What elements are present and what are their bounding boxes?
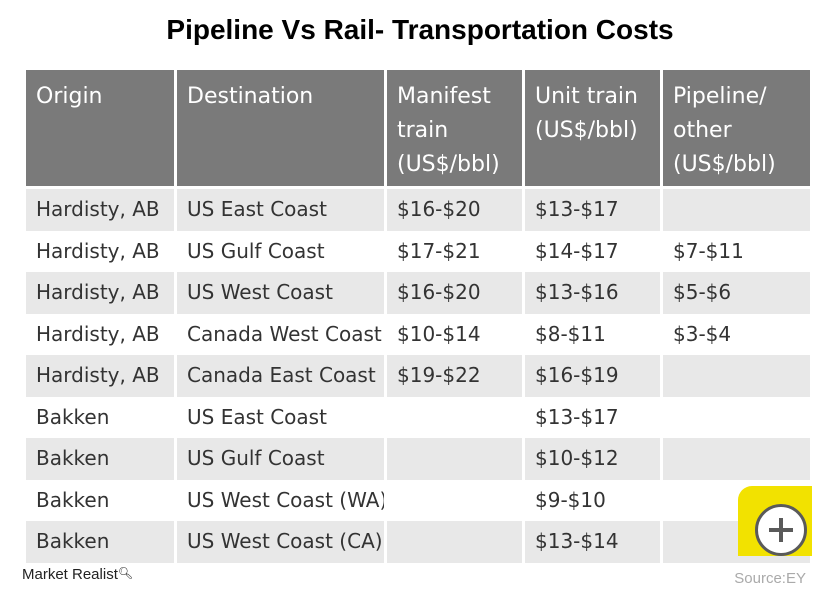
header-row: Origin Destination Manifest train (US$/bbl) U…: [26, 70, 810, 189]
column-header: Manifest train (US$/bbl): [387, 70, 522, 189]
table-cell: US Gulf Coast: [177, 438, 384, 480]
column-header-line: Destination: [187, 84, 314, 109]
table-cell: Canada West Coast: [177, 313, 384, 355]
table-row: Bakken US West Coast (CA) $13-$14: [26, 521, 810, 563]
table-cell: US Gulf Coast: [177, 230, 384, 272]
table-cell: US East Coast: [177, 189, 384, 231]
table-cell: $16-$20: [387, 189, 522, 231]
table-cell: Hardisty, AB: [26, 230, 174, 272]
column-header: Origin: [26, 70, 174, 189]
table-cell: $7-$11: [663, 230, 810, 272]
table-body: Hardisty, AB US East Coast $16-$20 $13-$17 H…: [26, 189, 810, 563]
table-row: Hardisty, AB Canada East Coast $19-$22 $16-…: [26, 355, 810, 397]
table-cell: US West Coast (CA): [177, 521, 384, 563]
table-cell: $5-$6: [663, 272, 810, 314]
table-cell: [387, 438, 522, 480]
table-cell: $17-$21: [387, 230, 522, 272]
table-row: Hardisty, AB Canada West Coast $10-$14 $8-$…: [26, 313, 810, 355]
table-cell: Bakken: [26, 438, 174, 480]
expand-button[interactable]: [738, 486, 812, 556]
table-row: Hardisty, AB US West Coast $16-$20 $13-$16 $…: [26, 272, 810, 314]
table-cell: US West Coast: [177, 272, 384, 314]
table-row: Bakken US West Coast (WA) $9-$10: [26, 479, 810, 521]
table-row: Hardisty, AB US East Coast $16-$20 $13-$17: [26, 189, 810, 231]
magnifier-icon: 🔍︎: [117, 566, 134, 580]
table-cell: [663, 355, 810, 397]
column-header-line: train: [397, 118, 449, 143]
table-cell: Bakken: [26, 396, 174, 438]
column-header-line: (US$/bbl): [397, 152, 500, 177]
table-cell: Canada East Coast: [177, 355, 384, 397]
source-note: Source:EY: [734, 570, 806, 587]
table-cell: $13-$16: [525, 272, 660, 314]
table-cell: [387, 521, 522, 563]
column-header-line: Unit train: [535, 84, 638, 109]
plus-circle-icon: [755, 504, 807, 556]
column-header: Destination: [177, 70, 384, 189]
table-row: Bakken US Gulf Coast $10-$12: [26, 438, 810, 480]
table-cell: $13-$17: [525, 396, 660, 438]
column-header-line: (US$/bbl): [673, 152, 776, 177]
column-header-line: (US$/bbl): [535, 118, 638, 143]
chart-title: Pipeline Vs Rail- Transportation Costs: [166, 14, 674, 45]
table-cell: Bakken: [26, 479, 174, 521]
table-cell: $14-$17: [525, 230, 660, 272]
table-row: Hardisty, AB US Gulf Coast $17-$21 $14-$17 $…: [26, 230, 810, 272]
table-cell: Hardisty, AB: [26, 272, 174, 314]
table-cell: $16-$19: [525, 355, 660, 397]
table-cell: $13-$17: [525, 189, 660, 231]
table-cell: [387, 479, 522, 521]
column-header-line: Manifest: [397, 84, 491, 109]
column-header-line: Origin: [36, 84, 103, 109]
table-cell: Hardisty, AB: [26, 355, 174, 397]
table-cell: $10-$14: [387, 313, 522, 355]
table-cell: Hardisty, AB: [26, 189, 174, 231]
brand-logo[interactable]: Market Realist🔍︎: [22, 566, 133, 583]
table-cell: [663, 189, 810, 231]
brand-name: Market Realist: [22, 566, 118, 583]
table-row: Bakken US East Coast $13-$17: [26, 396, 810, 438]
cost-table-container: Origin Destination Manifest train (US$/bbl) U…: [26, 70, 810, 563]
column-header: Pipeline/other (US$/bbl): [663, 70, 810, 189]
table-cell: [387, 396, 522, 438]
table-cell: US West Coast (WA): [177, 479, 384, 521]
column-header-line: Pipeline/: [673, 84, 767, 109]
table-cell: $10-$12: [525, 438, 660, 480]
table-cell: Bakken: [26, 521, 174, 563]
table-cell: [663, 396, 810, 438]
cost-table: Origin Destination Manifest train (US$/bbl) U…: [23, 70, 813, 563]
table-cell: Hardisty, AB: [26, 313, 174, 355]
table-cell: $8-$11: [525, 313, 660, 355]
column-header: Unit train (US$/bbl): [525, 70, 660, 189]
table-header: Origin Destination Manifest train (US$/bbl) U…: [26, 70, 810, 189]
table-cell: $3-$4: [663, 313, 810, 355]
table-cell: $19-$22: [387, 355, 522, 397]
table-cell: $13-$14: [525, 521, 660, 563]
table-cell: [663, 438, 810, 480]
table-cell: $9-$10: [525, 479, 660, 521]
column-header-line: other: [673, 118, 732, 143]
table-cell: US East Coast: [177, 396, 384, 438]
table-cell: $16-$20: [387, 272, 522, 314]
